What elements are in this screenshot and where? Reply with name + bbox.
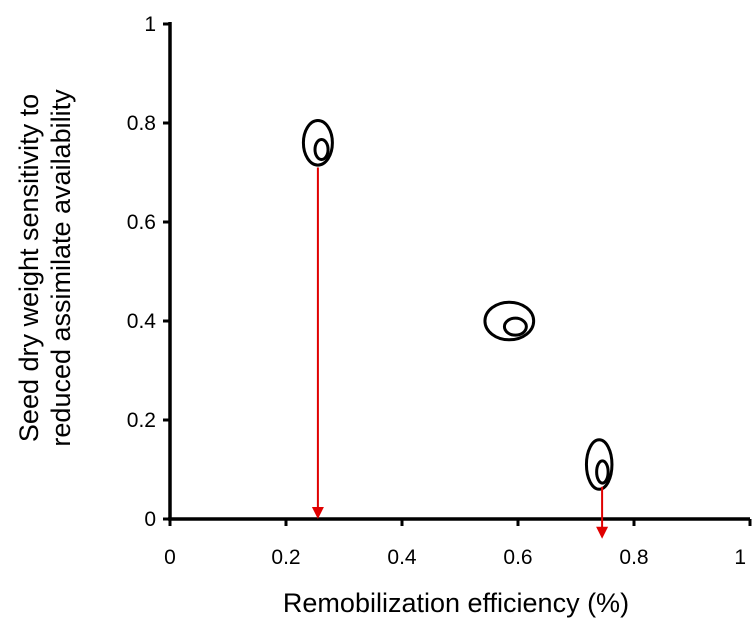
x-tick-label: 0.6 bbox=[503, 546, 532, 569]
data-cluster-inner bbox=[595, 459, 610, 485]
data-cluster-outline bbox=[483, 300, 536, 342]
y-axis-ticks: 0 0.2 0.4 0.6 0.8 1 bbox=[127, 13, 170, 531]
data-clusters bbox=[301, 119, 614, 491]
y-axis-title: Seed dry weight sensitivity to reduced a… bbox=[14, 89, 76, 447]
arrow-head bbox=[596, 526, 609, 539]
arrow-head bbox=[311, 507, 324, 519]
data-cluster-outline bbox=[301, 119, 334, 167]
x-tick-label: 0.2 bbox=[271, 546, 300, 569]
x-tick-label: 0.4 bbox=[387, 546, 417, 569]
y-tick-label: 0.6 bbox=[127, 211, 156, 234]
y-axis-title-line-1: Seed dry weight sensitivity to bbox=[14, 94, 44, 442]
x-axis-title: Remobilization efficiency (%) bbox=[283, 588, 629, 618]
data-cluster-inner bbox=[313, 137, 330, 162]
y-tick-label: 0.2 bbox=[127, 409, 156, 432]
y-tick-label: 0 bbox=[144, 508, 156, 531]
annotation-arrows bbox=[311, 167, 609, 539]
data-cluster-outline bbox=[584, 438, 614, 491]
y-tick-label: 0.8 bbox=[127, 112, 156, 135]
y-tick-label: 0.4 bbox=[127, 310, 157, 333]
x-tick-label: 0 bbox=[164, 546, 176, 569]
y-tick-label: 1 bbox=[144, 13, 156, 36]
data-cluster-inner bbox=[502, 316, 528, 337]
x-axis-ticks: 0 0.2 0.4 0.6 0.8 1 bbox=[164, 519, 752, 569]
x-tick-label: 1 bbox=[734, 546, 746, 569]
x-tick-label: 0.8 bbox=[619, 546, 648, 569]
y-axis-title-line-2: reduced assimilate availability bbox=[46, 89, 76, 447]
